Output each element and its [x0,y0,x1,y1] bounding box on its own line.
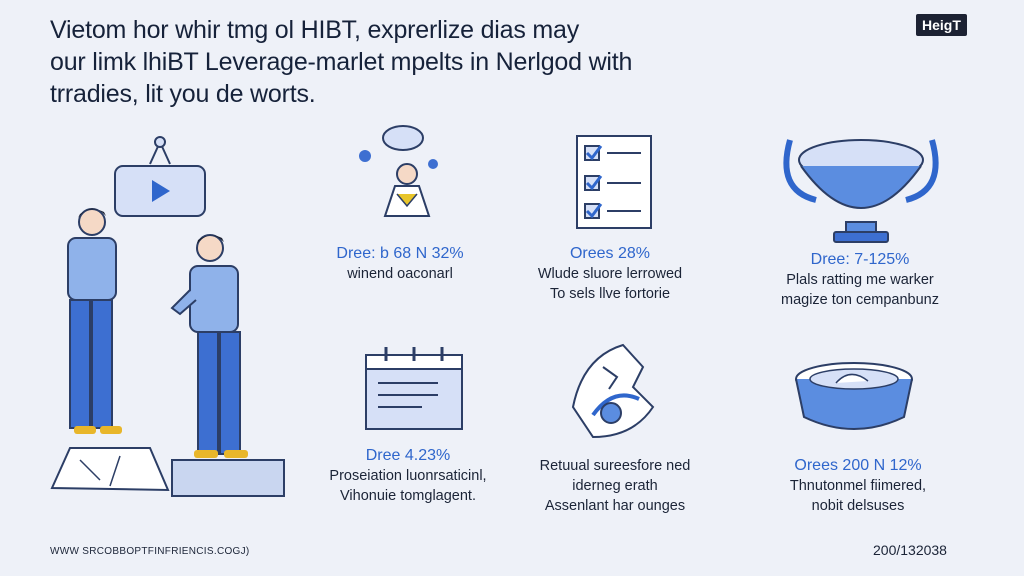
stat-desc-6-line-2: nobit delsuses [811,498,905,514]
stat-desc-2-line-2: To sels llve fortorie [549,286,671,302]
person-standing-left [67,208,122,434]
stat-value-3: Dree: 7-125% [810,251,910,268]
stat-card-1: Dree: b 68 N 32% winend oaconarl [290,244,510,284]
brand-logo: HeigT [916,14,967,36]
stat-desc-3-line-1: Plals ratting me warker [786,272,934,288]
stat-desc-5-line-3: Assenlant har ounges [544,498,686,514]
headline-line-2: our limk lhiBT Leverage-marlet mpelts in… [50,48,633,76]
headline: Vietom hor whir tmg ol HIBT, exprerlize … [50,14,850,110]
video-screen-icon [114,136,206,217]
stat-card-6: Orees 200 N 12% Thnutonmel fiimered, nob… [748,456,968,516]
bowl-icon [795,362,913,430]
checklist-icon [576,135,652,229]
stat-card-5: Retuual sureesfore ned iderneg erath Ass… [505,456,725,516]
platform-box [171,459,285,497]
stat-value-1: Dree: b 68 N 32% [336,245,464,262]
people-scene-illustration [50,136,285,497]
stat-desc-2-line-1: Wlude sluore lerrowed [537,266,683,282]
stat-card-3: Dree: 7-125% Plals ratting me warker mag… [750,250,970,310]
stat-desc-1-line-1: winend oaconarl [347,266,453,282]
stat-value-2: Orees 28% [569,245,651,262]
person-celebration-icon [359,125,438,217]
broken-chart-icon [571,343,655,439]
trophy-bowl-icon [783,139,939,243]
headline-line-3: trradies, lit you de worts. [50,80,316,108]
stat-card-2: Orees 28% Wlude sluore lerrowed To sels … [500,244,720,304]
stat-value-4: Dree 4.23% [365,447,451,464]
person-standing-right [170,234,248,458]
calendar-icon [365,347,463,430]
cloth-pile [50,447,170,492]
headline-line-1: Vietom hor whir tmg ol HIBT, exprerlize … [50,16,580,44]
stat-desc-5-line-2: iderneg erath [572,478,658,494]
stat-desc-3-line-2: magize ton cempanbunz [781,292,939,308]
source-url: WWW SRCOBBOPTFINFRIENCIS.COGJ) [50,546,250,557]
stat-desc-5-line-1: Retuual sureesfore ned [539,458,691,474]
stat-desc-4-line-1: Proseiation luonrsaticinl, [329,468,487,484]
stat-desc-4-line-2: Vihonuie tomglagent. [340,488,476,504]
stat-card-4: Dree 4.23% Proseiation luonrsaticinl, Vi… [298,446,518,506]
stat-value-6: Orees 200 N 12% [794,457,922,474]
stat-desc-6-line-1: Thnutonmel fiimered, [789,478,927,494]
footer-code: 200/132038 [873,542,947,558]
